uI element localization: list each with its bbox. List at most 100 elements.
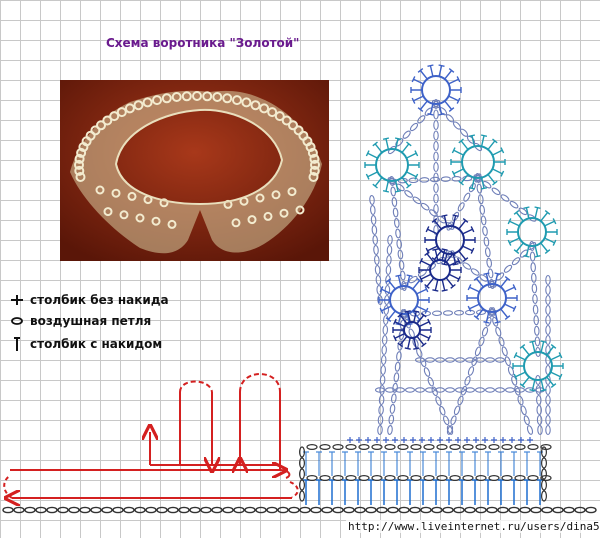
single-crochet-stitch <box>473 437 479 443</box>
chain-stitch <box>299 506 311 514</box>
chain-stitch <box>423 444 435 451</box>
chain-stitch <box>145 506 157 514</box>
chain-stitch <box>475 475 487 482</box>
chain-stitch <box>244 506 256 514</box>
chain-stitch <box>233 506 245 514</box>
double-crochet-stitch <box>472 479 478 505</box>
lace-ring <box>231 218 241 228</box>
double-crochet-stitch <box>329 451 335 476</box>
double-crochet-stitch <box>511 479 517 505</box>
double-crochet-stitch <box>459 479 465 505</box>
motif-chain <box>414 357 506 363</box>
chain-stitch <box>57 506 69 514</box>
lace-ring <box>95 185 105 195</box>
chain-stitch <box>200 506 212 514</box>
chain-stitch <box>397 475 409 482</box>
motif-chain <box>488 307 534 435</box>
chain-stitch <box>397 444 409 451</box>
chain-stitch <box>46 506 58 514</box>
single-crochet-icon <box>11 295 23 305</box>
chain-stitch <box>540 479 547 491</box>
lace-ring <box>90 125 101 136</box>
motif-chain <box>529 240 541 358</box>
lace-ring <box>127 191 137 201</box>
single-crochet-stitch <box>410 437 416 443</box>
chain-stitch <box>541 506 553 514</box>
double-crochet-stitch <box>381 479 387 505</box>
chain-stitch <box>321 506 333 514</box>
single-crochet-stitch <box>356 437 362 443</box>
single-crochet-stitch <box>500 437 506 443</box>
chain-stitch <box>68 506 80 514</box>
chain-stitch <box>420 506 432 514</box>
collar-motif-pattern <box>364 64 564 436</box>
lace-ring <box>309 153 320 164</box>
chain-stitch <box>299 479 306 491</box>
chain-stitch <box>345 475 357 482</box>
lace-ring <box>247 215 257 225</box>
lace-ring <box>161 93 172 104</box>
motif-chain <box>445 250 497 288</box>
chain-stitch <box>13 506 25 514</box>
chain-stitch <box>552 506 564 514</box>
chain-stitch <box>436 444 448 451</box>
lace-ring <box>102 115 113 126</box>
chain-stitch <box>530 506 542 514</box>
lace-ring <box>305 142 316 152</box>
watermark-url: http://www.liveinternet.ru/users/dina555… <box>346 520 600 533</box>
chain-stitch <box>540 446 547 458</box>
chain-stitch <box>540 490 547 502</box>
chain-stitch <box>436 475 448 482</box>
double-crochet-stitch <box>485 451 491 476</box>
motif-chain <box>433 98 439 236</box>
motif-chain <box>369 194 383 306</box>
chain-stitch <box>527 444 539 451</box>
single-crochet-stitch <box>491 437 497 443</box>
chain-stitch <box>410 444 422 451</box>
chain-stitch <box>90 506 102 514</box>
chain-stitch <box>277 506 289 514</box>
double-crochet-stitch <box>511 451 517 476</box>
chain-stitch <box>475 444 487 451</box>
chain-stitch <box>501 475 513 482</box>
chain-stitch <box>189 506 201 514</box>
double-crochet-stitch <box>498 451 504 476</box>
double-crochet-stitch <box>446 451 452 476</box>
single-crochet-stitch <box>527 437 533 443</box>
double-crochet-icon <box>14 337 20 351</box>
chain-stitch <box>398 506 410 514</box>
lace-ring <box>267 107 278 118</box>
chain-stitch <box>306 444 318 451</box>
lace-ring <box>74 165 85 176</box>
lace-ring <box>232 95 242 106</box>
chain-stitch <box>101 506 113 514</box>
red-direction-arrows <box>3 373 299 498</box>
double-crochet-stitch <box>407 451 413 476</box>
collar-photo <box>60 80 329 261</box>
lace-ring <box>119 210 129 220</box>
motif-ring <box>364 137 420 193</box>
foundation-chain-row <box>2 506 597 514</box>
lace-ring <box>241 97 252 108</box>
chain-stitch <box>167 506 179 514</box>
motif-chain <box>535 374 543 436</box>
chain-stitch <box>299 490 306 502</box>
double-crochet-stitch <box>446 479 452 505</box>
lace-ring <box>133 100 144 111</box>
double-crochet-stitch <box>420 479 426 505</box>
chain-stitch <box>519 506 531 514</box>
single-crochet-stitch <box>374 437 380 443</box>
lace-ring <box>96 120 106 131</box>
legend-single-crochet: столбик без накида <box>8 292 169 308</box>
chain-stitch <box>345 444 357 451</box>
chain-stitch <box>332 475 344 482</box>
single-crochet-stitch <box>509 437 515 443</box>
lace-ring <box>274 111 285 122</box>
legend-label-double-crochet: столбик с накидом <box>30 337 163 351</box>
lace-ring <box>307 147 318 158</box>
chain-stitch <box>266 506 278 514</box>
single-crochet-stitch <box>419 437 425 443</box>
double-crochet-stitch <box>355 479 361 505</box>
chain-stitch <box>384 475 396 482</box>
lace-ring <box>279 208 289 218</box>
